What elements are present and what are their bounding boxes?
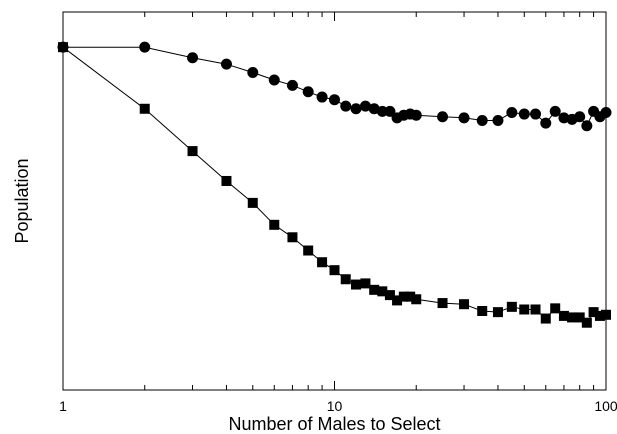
data-point-square xyxy=(139,103,150,114)
data-point-square xyxy=(459,299,470,310)
data-point-square xyxy=(303,245,314,256)
data-point-circle xyxy=(220,58,232,70)
data-point-square xyxy=(269,219,280,230)
x-tick-label: 10 xyxy=(327,398,343,414)
data-point-square xyxy=(340,274,351,285)
data-point-square xyxy=(530,304,541,315)
data-point-circle xyxy=(139,41,151,53)
data-point-circle xyxy=(458,112,470,124)
data-point-circle xyxy=(549,105,561,117)
data-point-square xyxy=(574,312,585,323)
data-point-circle xyxy=(268,74,280,86)
series-square xyxy=(58,42,611,328)
data-point-circle xyxy=(410,109,422,121)
data-point-square xyxy=(187,146,198,157)
data-point-circle xyxy=(316,91,328,103)
data-point-square xyxy=(581,317,592,328)
data-point-square xyxy=(377,286,388,297)
data-point-square xyxy=(329,265,340,276)
x-axis-title: Number of Males to Select xyxy=(228,414,440,434)
data-point-square xyxy=(360,278,371,289)
data-point-square xyxy=(247,197,258,208)
data-point-circle xyxy=(329,94,340,106)
data-point-square xyxy=(221,175,232,186)
data-point-circle xyxy=(247,66,259,78)
data-point-square xyxy=(392,295,403,306)
x-tick-label: 1 xyxy=(59,398,67,414)
x-tick-label: 100 xyxy=(594,398,617,414)
data-point-circle xyxy=(187,52,199,64)
series-line xyxy=(62,46,607,324)
data-point-circle xyxy=(376,105,388,117)
data-point-square xyxy=(317,257,328,268)
data-point-square xyxy=(567,312,578,323)
data-point-square xyxy=(540,313,551,324)
data-point-circle xyxy=(530,108,542,120)
data-point-circle xyxy=(558,112,570,124)
data-point-circle xyxy=(350,103,362,115)
data-point-circle xyxy=(492,114,504,126)
data-point-square xyxy=(350,279,361,290)
data-point-circle xyxy=(518,108,530,120)
data-point-circle xyxy=(600,107,612,119)
data-point-circle xyxy=(384,105,396,117)
data-point-square xyxy=(519,304,530,315)
data-point-circle xyxy=(581,120,593,132)
data-point-circle xyxy=(286,79,298,91)
data-point-square xyxy=(398,291,409,302)
data-point-square xyxy=(506,301,517,312)
data-point-square xyxy=(588,307,599,318)
data-point-square xyxy=(384,290,395,301)
data-point-circle xyxy=(340,100,352,112)
series-circle xyxy=(57,41,612,132)
y-axis-title: Population xyxy=(12,158,32,243)
data-point-square xyxy=(594,310,605,321)
data-point-circle xyxy=(540,117,552,129)
data-point-circle xyxy=(574,111,586,123)
plot-frame xyxy=(62,11,607,391)
data-point-circle xyxy=(302,86,314,98)
x-tick-labels: 1 10 100 xyxy=(59,398,617,414)
series-layer xyxy=(57,41,612,328)
data-point-square xyxy=(58,42,68,53)
data-point-square xyxy=(558,310,569,321)
data-point-square xyxy=(437,298,448,309)
data-point-circle xyxy=(476,114,488,126)
axis-ticks xyxy=(144,12,595,390)
data-point-circle xyxy=(437,111,449,123)
data-point-square xyxy=(287,232,298,243)
data-point-circle xyxy=(359,100,371,112)
data-point-circle xyxy=(506,107,518,119)
data-point-square xyxy=(601,309,611,320)
data-point-square xyxy=(492,307,503,318)
data-point-square xyxy=(477,305,488,316)
data-point-square xyxy=(369,284,380,295)
data-point-square xyxy=(405,291,416,302)
data-point-square xyxy=(411,294,422,305)
data-point-square xyxy=(550,303,561,314)
